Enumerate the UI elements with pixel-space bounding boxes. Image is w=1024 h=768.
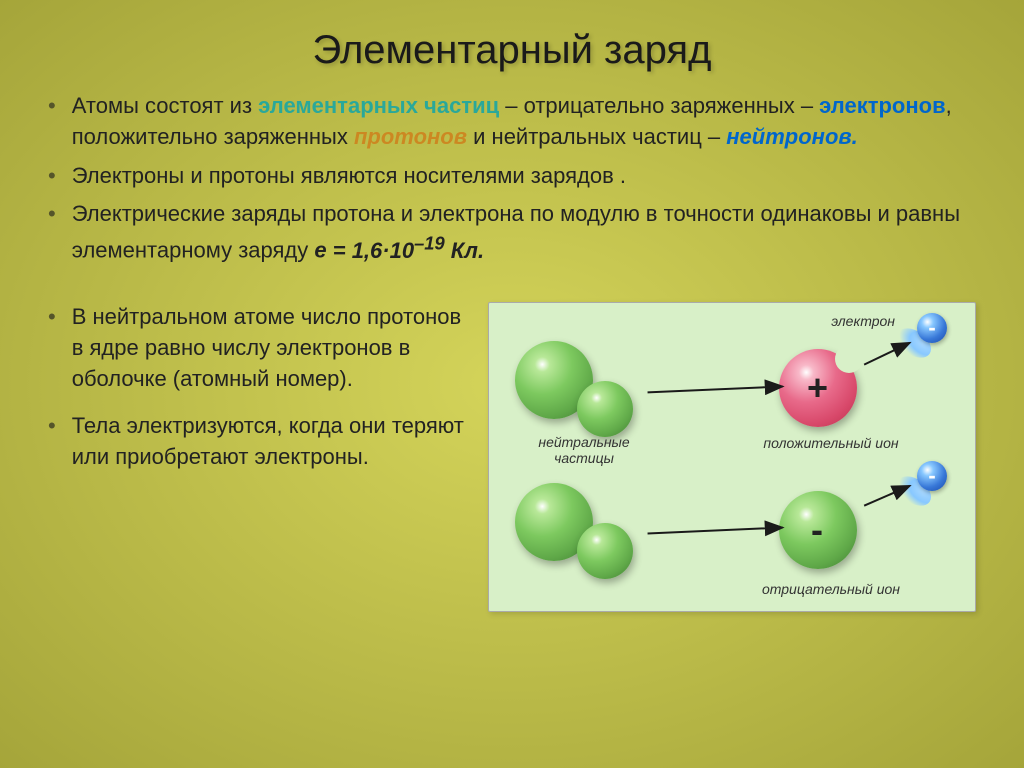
charge-value: = 1,6·10–19 Кл. xyxy=(327,238,484,263)
bullet-item: • Тела электризуются, когда они теряют и… xyxy=(48,411,468,473)
highlight-electrons: электронов xyxy=(819,93,945,118)
bullet-text: Атомы состоят из элементарных частиц – о… xyxy=(72,91,976,153)
ion-diagram: электрон + - нейтральные частицы положит… xyxy=(488,302,976,612)
text: Кл. xyxy=(445,238,484,263)
bullet-text: В нейтральном атоме число протонов в ядр… xyxy=(72,302,468,394)
bullet-item: • Электроны и протоны являются носителям… xyxy=(48,161,976,192)
bullet-text: Тела электризуются, когда они теряют или… xyxy=(72,411,468,473)
bullet-marker: • xyxy=(48,199,56,230)
charge-symbol: e xyxy=(314,238,326,263)
highlight-protons: протонов xyxy=(354,124,467,149)
plus-sign: + xyxy=(807,367,828,409)
text: и нейтральных частиц – xyxy=(467,124,726,149)
highlight-elementary-particles: элементарных частиц xyxy=(258,93,499,118)
minus-sign: - xyxy=(928,463,935,489)
bullet-marker: • xyxy=(48,302,56,333)
electron-ball: - xyxy=(917,313,947,343)
label-positive-ion: положительный ион xyxy=(751,435,911,451)
top-bullets: • Атомы состоят из элементарных частиц –… xyxy=(0,91,1024,266)
label-negative-ion: отрицательный ион xyxy=(751,581,911,597)
exponent: –19 xyxy=(414,232,445,253)
minus-sign: - xyxy=(928,315,935,341)
left-bullets: • В нейтральном атоме число протонов в я… xyxy=(48,302,468,612)
neutral-sphere-small xyxy=(577,381,633,437)
bullet-item: • В нейтральном атоме число протонов в я… xyxy=(48,302,468,394)
ion-bite xyxy=(835,345,863,373)
label-neutral: нейтральные частицы xyxy=(519,435,649,466)
bullet-text: Электрические заряды протона и электрона… xyxy=(72,199,976,266)
highlight-neutrons: нейтронов. xyxy=(726,124,858,149)
minus-sign: - xyxy=(811,509,823,551)
bullet-marker: • xyxy=(48,161,56,192)
bullet-marker: • xyxy=(48,91,56,122)
page-title: Элементарный заряд xyxy=(0,0,1024,91)
bullet-item: • Электрические заряды протона и электро… xyxy=(48,199,976,266)
bullet-item: • Атомы состоят из элементарных частиц –… xyxy=(48,91,976,153)
electron-ball: - xyxy=(917,461,947,491)
bullet-text: Электроны и протоны являются носителями … xyxy=(72,161,626,192)
bullet-marker: • xyxy=(48,411,56,442)
text: Атомы состоят из xyxy=(72,93,258,118)
text: – отрицательно заряженных – xyxy=(499,93,819,118)
electron-flying: - xyxy=(887,313,947,363)
label-electron: электрон xyxy=(831,313,895,329)
electron-flying: - xyxy=(887,461,947,511)
text: = 1,6·10 xyxy=(327,238,414,263)
text: Электрические заряды протона и электрона… xyxy=(72,201,960,262)
neutral-sphere-small xyxy=(577,523,633,579)
